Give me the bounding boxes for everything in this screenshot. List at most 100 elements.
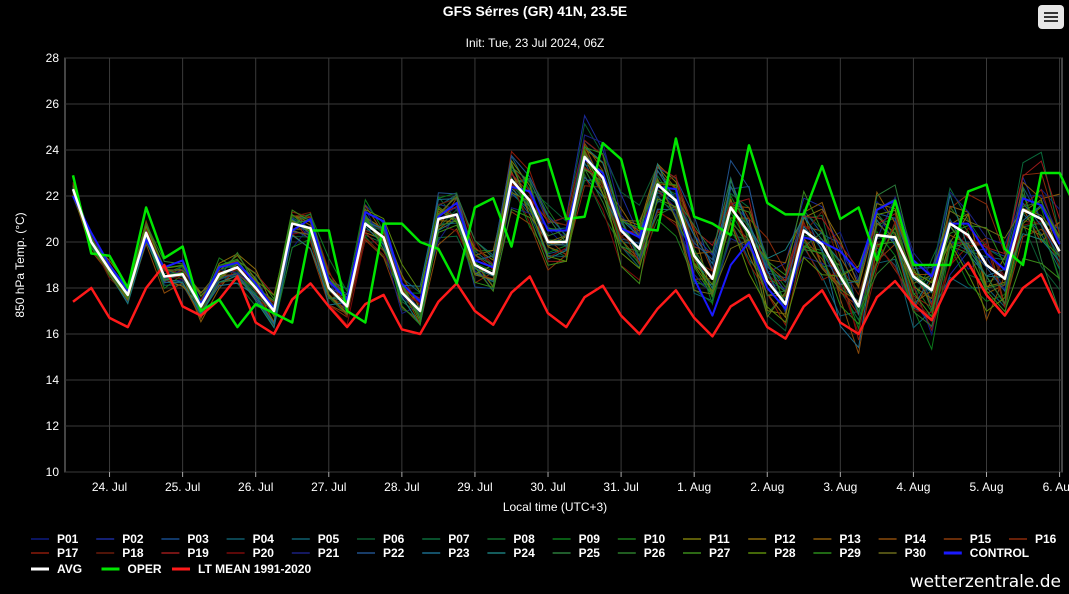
legend-item-p20[interactable]: P20 xyxy=(226,546,275,560)
x-tick-label: 29. Jul xyxy=(457,480,492,494)
legend-label: P24 xyxy=(513,546,535,560)
legend-label: CONTROL xyxy=(970,546,1029,560)
x-tick-label: 6. Aug xyxy=(1043,480,1069,494)
legend-item-p15[interactable]: P15 xyxy=(943,532,992,546)
legend-item-p14[interactable]: P14 xyxy=(878,532,927,546)
x-tick-label: 1. Aug xyxy=(677,480,711,494)
y-tick-label: 10 xyxy=(46,465,60,479)
legend-item-p08[interactable]: P08 xyxy=(487,532,535,546)
legend-item-control[interactable]: CONTROL xyxy=(943,546,1029,560)
legend-label: P22 xyxy=(383,546,405,560)
legend-label: P25 xyxy=(579,546,601,560)
legend-label: P06 xyxy=(383,532,405,546)
x-tick-label: 26. Jul xyxy=(238,480,273,494)
x-tick-label: 30. Jul xyxy=(530,480,565,494)
chart-title: GFS Sérres (GR) 41N, 23.5E xyxy=(443,3,627,19)
y-tick-label: 26 xyxy=(46,97,60,111)
legend-item-p10[interactable]: P10 xyxy=(617,532,666,546)
x-tick-label: 31. Jul xyxy=(603,480,638,494)
legend[interactable]: P01 P02 P03 P04 P05 P06 P07 P08 P09 P10 P11 P12 P13 P… xyxy=(31,532,1057,576)
x-tick-label: 28. Jul xyxy=(384,480,419,494)
legend-label: P29 xyxy=(839,546,861,560)
legend-label: P15 xyxy=(970,532,992,546)
legend-item-p06[interactable]: P06 xyxy=(357,532,405,546)
legend-label: AVG xyxy=(57,562,82,576)
legend-item-p19[interactable]: P19 xyxy=(161,546,209,560)
y-tick-label: 22 xyxy=(46,189,60,203)
legend-label: P18 xyxy=(122,546,144,560)
y-tick-label: 20 xyxy=(46,235,60,249)
legend-item-p02[interactable]: P02 xyxy=(96,532,144,546)
legend-label: P14 xyxy=(905,532,927,546)
legend-label: P08 xyxy=(513,532,535,546)
legend-label: P27 xyxy=(709,546,731,560)
legend-item-lt-mean-1991-2020[interactable]: LT MEAN 1991-2020 xyxy=(172,562,311,576)
legend-item-p24[interactable]: P24 xyxy=(487,546,535,560)
y-tick-label: 14 xyxy=(46,373,60,387)
y-tick-label: 12 xyxy=(46,419,60,433)
ensemble-line-p06 xyxy=(72,122,1060,332)
y-tick-label: 16 xyxy=(46,327,60,341)
legend-label: P23 xyxy=(448,546,470,560)
legend-item-p16[interactable]: P16 xyxy=(1009,532,1057,546)
series-line-oper xyxy=(71,137,1069,329)
legend-label: P17 xyxy=(57,546,79,560)
x-tick-label: 27. Jul xyxy=(311,480,346,494)
x-tick-label: 25. Jul xyxy=(165,480,200,494)
legend-item-p26[interactable]: P26 xyxy=(617,546,666,560)
legend-label: P07 xyxy=(448,532,470,546)
legend-label: P19 xyxy=(187,546,209,560)
legend-label: OPER xyxy=(128,562,162,576)
legend-label: P20 xyxy=(253,546,275,560)
series-line-avg xyxy=(71,155,1061,313)
legend-item-p23[interactable]: P23 xyxy=(422,546,470,560)
legend-label: P11 xyxy=(709,532,730,546)
legend-item-p07[interactable]: P07 xyxy=(422,532,470,546)
legend-label: P12 xyxy=(774,532,796,546)
legend-label: P16 xyxy=(1035,532,1057,546)
x-tick-label: 3. Aug xyxy=(823,480,857,494)
chart-subtitle: Init: Tue, 23 Jul 2024, 06Z xyxy=(466,36,605,50)
legend-label: P10 xyxy=(644,532,666,546)
hamburger-menu-icon[interactable] xyxy=(1038,5,1064,29)
legend-item-p17[interactable]: P17 xyxy=(31,546,79,560)
legend-item-p30[interactable]: P30 xyxy=(878,546,927,560)
legend-item-p12[interactable]: P12 xyxy=(748,532,796,546)
legend-item-p01[interactable]: P01 xyxy=(31,532,79,546)
legend-item-p03[interactable]: P03 xyxy=(161,532,209,546)
legend-item-p29[interactable]: P29 xyxy=(813,546,861,560)
x-tick-label: 24. Jul xyxy=(92,480,127,494)
legend-item-p04[interactable]: P04 xyxy=(226,532,275,546)
watermark: wetterzentrale.de xyxy=(909,572,1061,592)
legend-item-p21[interactable]: P21 xyxy=(291,546,340,560)
y-tick-label: 28 xyxy=(46,51,60,65)
legend-label: P01 xyxy=(57,532,79,546)
legend-item-p25[interactable]: P25 xyxy=(552,546,601,560)
legend-label: P04 xyxy=(253,532,275,546)
legend-item-p05[interactable]: P05 xyxy=(291,532,340,546)
legend-item-p09[interactable]: P09 xyxy=(552,532,601,546)
legend-item-p13[interactable]: P13 xyxy=(813,532,861,546)
legend-item-p18[interactable]: P18 xyxy=(96,546,144,560)
legend-label: P09 xyxy=(579,532,601,546)
legend-label: P05 xyxy=(318,532,340,546)
legend-label: P03 xyxy=(187,532,209,546)
legend-item-avg[interactable]: AVG xyxy=(31,562,82,576)
legend-label: P02 xyxy=(122,532,144,546)
series-line-lt-mean-1991-2020 xyxy=(72,261,1061,340)
plot-area: 10 12 14 16 18 20 22 24 26 28 24. Jul 25. Jul 26. Ju… xyxy=(46,51,1069,494)
y-axis-label: 850 hPa Temp. (°C) xyxy=(13,212,27,317)
legend-label: LT MEAN 1991-2020 xyxy=(198,562,311,576)
legend-label: P13 xyxy=(839,532,861,546)
legend-item-p11[interactable]: P11 xyxy=(683,532,730,546)
legend-label: P30 xyxy=(905,546,927,560)
x-tick-label: 2. Aug xyxy=(750,480,784,494)
x-tick-label: 5. Aug xyxy=(969,480,1003,494)
legend-label: P28 xyxy=(774,546,796,560)
legend-item-oper[interactable]: OPER xyxy=(101,562,162,576)
legend-item-p22[interactable]: P22 xyxy=(357,546,405,560)
y-tick-label: 18 xyxy=(46,281,60,295)
legend-item-p28[interactable]: P28 xyxy=(748,546,796,560)
legend-item-p27[interactable]: P27 xyxy=(683,546,731,560)
